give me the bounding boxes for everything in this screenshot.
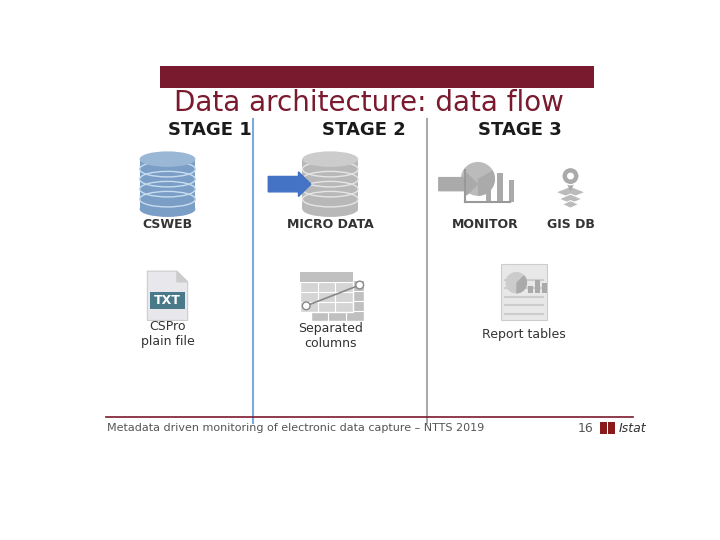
- FancyBboxPatch shape: [509, 180, 514, 202]
- FancyBboxPatch shape: [542, 284, 547, 294]
- FancyBboxPatch shape: [160, 66, 594, 88]
- FancyBboxPatch shape: [302, 159, 358, 209]
- FancyBboxPatch shape: [535, 280, 540, 294]
- Text: CSWEB: CSWEB: [143, 219, 192, 232]
- FancyArrow shape: [438, 173, 477, 195]
- Text: 16: 16: [578, 422, 594, 435]
- Circle shape: [302, 302, 310, 309]
- FancyBboxPatch shape: [498, 173, 503, 202]
- Text: CSPro
plain file: CSPro plain file: [140, 320, 194, 348]
- Text: Separated
columns: Separated columns: [298, 322, 363, 350]
- FancyArrow shape: [269, 172, 311, 197]
- FancyBboxPatch shape: [150, 292, 184, 309]
- Wedge shape: [478, 171, 495, 196]
- FancyBboxPatch shape: [300, 272, 353, 312]
- Ellipse shape: [140, 151, 195, 167]
- Ellipse shape: [140, 201, 195, 217]
- Polygon shape: [148, 271, 188, 320]
- Text: Metadata driven monitoring of electronic data capture – NTTS 2019: Metadata driven monitoring of electronic…: [107, 423, 485, 433]
- Polygon shape: [562, 200, 579, 208]
- FancyBboxPatch shape: [600, 422, 607, 434]
- Wedge shape: [516, 275, 527, 294]
- Polygon shape: [556, 186, 585, 198]
- Circle shape: [505, 272, 527, 294]
- Circle shape: [567, 173, 574, 179]
- Text: STAGE 1: STAGE 1: [168, 122, 251, 139]
- Text: GIS DB: GIS DB: [546, 219, 595, 232]
- Ellipse shape: [302, 151, 358, 167]
- Text: MICRO DATA: MICRO DATA: [287, 219, 374, 232]
- Text: Report tables: Report tables: [482, 328, 566, 341]
- FancyBboxPatch shape: [528, 286, 534, 294]
- Circle shape: [461, 162, 495, 196]
- FancyBboxPatch shape: [608, 422, 616, 434]
- FancyBboxPatch shape: [311, 281, 364, 291]
- Text: STAGE 2: STAGE 2: [323, 122, 406, 139]
- Polygon shape: [177, 271, 188, 282]
- Circle shape: [356, 281, 364, 289]
- FancyBboxPatch shape: [311, 281, 364, 321]
- Polygon shape: [559, 194, 582, 204]
- Text: STAGE 3: STAGE 3: [477, 122, 562, 139]
- Polygon shape: [564, 179, 577, 192]
- FancyBboxPatch shape: [500, 264, 547, 320]
- Text: TXT: TXT: [154, 294, 181, 307]
- Text: MONITOR: MONITOR: [452, 219, 518, 232]
- FancyBboxPatch shape: [485, 185, 491, 202]
- Text: Data architecture: data flow: Data architecture: data flow: [174, 89, 564, 117]
- Ellipse shape: [302, 201, 358, 217]
- Circle shape: [562, 167, 579, 185]
- FancyBboxPatch shape: [140, 159, 195, 209]
- Text: Istat: Istat: [618, 422, 646, 435]
- FancyBboxPatch shape: [300, 272, 353, 282]
